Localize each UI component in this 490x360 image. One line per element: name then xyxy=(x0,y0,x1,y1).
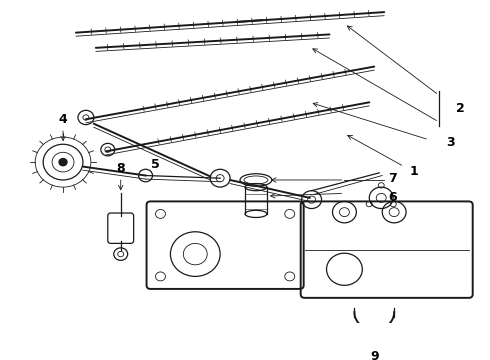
Text: 2: 2 xyxy=(456,102,465,115)
Text: 5: 5 xyxy=(151,158,160,171)
Text: 3: 3 xyxy=(446,136,455,149)
Circle shape xyxy=(59,158,67,166)
Text: 1: 1 xyxy=(410,165,418,177)
Text: 7: 7 xyxy=(388,172,396,185)
Text: 4: 4 xyxy=(59,113,68,126)
Text: 8: 8 xyxy=(117,162,125,175)
Text: 9: 9 xyxy=(370,350,379,360)
Text: 6: 6 xyxy=(388,191,396,204)
